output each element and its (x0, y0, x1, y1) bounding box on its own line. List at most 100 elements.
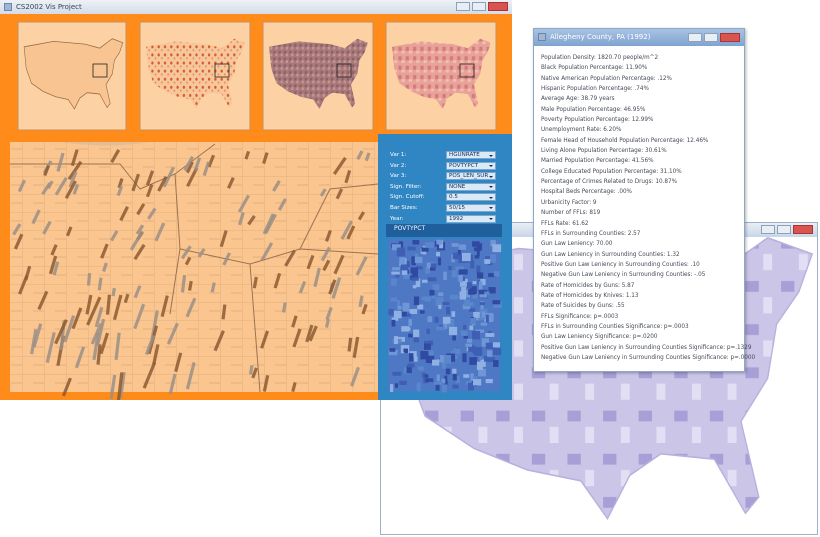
map-cell (479, 294, 488, 298)
map-cell (397, 306, 402, 310)
map-cell (449, 294, 459, 300)
glyph-bar (355, 256, 368, 276)
map-cell (414, 256, 423, 264)
glyph-bar (180, 274, 187, 293)
map-cell (466, 338, 473, 343)
map-cell (429, 289, 435, 296)
glyph-bar (48, 255, 58, 275)
control-row: Var 1: HGUNRATE (390, 150, 502, 160)
map-cell (480, 278, 486, 286)
map-cell (421, 296, 426, 300)
map-cell (490, 254, 496, 263)
dropdown[interactable]: 50/15 (446, 203, 496, 212)
map-cell (435, 297, 444, 307)
dropdown[interactable]: HGUNRATE (446, 151, 496, 159)
map-cell (392, 371, 402, 376)
info-line: Poverty Population Percentage: 12.99% (541, 117, 654, 124)
glyph-bar (298, 280, 307, 294)
glyph-bar (71, 307, 83, 330)
map-cell (472, 241, 480, 247)
glyph-bar (133, 285, 142, 299)
map-cell (452, 335, 456, 341)
map-cell (409, 308, 418, 315)
info-lines: Population Density: 1820.70 people/m^2 Bl… (541, 53, 755, 363)
map-cell (488, 330, 492, 334)
dropdown[interactable]: POVTYPCT (446, 161, 496, 170)
glyph-bar (56, 152, 65, 172)
glyph-bar (313, 267, 321, 288)
map-cell (487, 350, 493, 357)
glyph-bar (94, 306, 104, 328)
glyph-bar (325, 306, 333, 321)
info-line: Female Head of Household Population Perc… (541, 137, 709, 144)
glyph-bar (357, 211, 366, 221)
control-row: Sign. Filter: NONE (390, 182, 502, 192)
map-cell (472, 291, 479, 299)
map-cell (484, 355, 488, 362)
glyph-bar (70, 149, 79, 167)
map-canvas (10, 21, 512, 400)
map-cell (413, 329, 420, 338)
map-cell (452, 252, 459, 260)
glyph-bar (61, 377, 72, 397)
glyph-bar (166, 322, 179, 345)
glyph-bar (97, 277, 103, 291)
glyph-bar (99, 332, 110, 355)
panel-title: POVTYPCT (394, 225, 426, 232)
glyph-bar (185, 161, 194, 174)
map-cell (439, 355, 446, 361)
dropdown[interactable]: POS_LEN_SUR (446, 172, 496, 181)
glyph-bar (319, 188, 327, 197)
control-label: Var 3: (390, 173, 407, 180)
dropdown[interactable]: 0.5 (446, 193, 496, 202)
map-cell (493, 301, 502, 308)
info-line: Negative Gun Law Leniency in Surrounding… (541, 354, 756, 361)
info-window: Allegheny County, PA (1992) (533, 28, 745, 372)
map-cell (485, 378, 493, 384)
glyph-bar (43, 165, 50, 177)
info-line: Gun Law Leniency in Surrounding Counties… (541, 251, 680, 258)
control-label: Var 2: (390, 162, 407, 169)
map-cell (485, 333, 495, 337)
glyph-bar (13, 233, 24, 250)
map-cell (469, 325, 474, 331)
map-cell (391, 317, 399, 321)
info-line: Average Age: 38.79 years (541, 96, 615, 103)
glyph-bar (262, 213, 275, 235)
map-cell (476, 361, 483, 370)
info-line: FFLs in Surrounding Counties: 2.57 (541, 230, 641, 237)
map-cell (399, 257, 406, 264)
glyph-bar (222, 252, 232, 266)
map-cell (476, 243, 483, 250)
map-cell (423, 343, 431, 350)
dropdown[interactable]: NONE (446, 182, 496, 191)
map-cell (392, 267, 401, 271)
dropdown[interactable]: 1992 (446, 214, 496, 223)
glyph-bar (213, 330, 225, 352)
map-cell (420, 351, 429, 360)
glyph-bar (185, 362, 196, 390)
info-line: Urbanicity Factor: 9 (541, 199, 597, 206)
glyph-bar (361, 303, 368, 315)
glyph-bar (162, 166, 175, 188)
map-cell (443, 323, 448, 329)
map-cell (469, 286, 477, 295)
map-cell (458, 269, 468, 275)
info-line: FFLs Significance: p=.0003 (541, 313, 619, 320)
glyph-bar (291, 315, 298, 328)
map-cell (437, 292, 444, 297)
glyph-bar (305, 324, 314, 343)
map-cell (470, 373, 474, 382)
map-cell (426, 328, 430, 334)
map-cell (400, 310, 408, 317)
glyph-bar (157, 176, 168, 192)
glyph-bars (12, 149, 371, 400)
map-cell (481, 338, 490, 347)
map-cell (411, 256, 416, 266)
glyph-bar (277, 198, 287, 211)
glyph-bar (123, 293, 130, 304)
info-line: Black Population Percentage: 11.90% (541, 65, 648, 72)
map-cell (432, 359, 440, 366)
glyph-bar (344, 169, 352, 184)
